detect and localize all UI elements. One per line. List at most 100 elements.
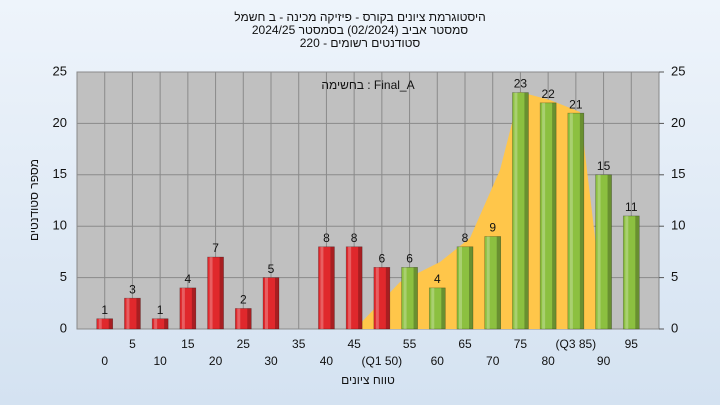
x-tick-label: 35 [292, 337, 306, 351]
value-label: 1 [101, 303, 108, 317]
bar-shade [469, 246, 473, 329]
bar-shade [358, 246, 363, 329]
x-tick-label: 30 [264, 354, 278, 368]
y-axis-label: מספר סטודנטים [27, 159, 41, 241]
bar-highlight [486, 236, 490, 329]
bar-highlight [431, 287, 435, 329]
y-tick-label: 10 [53, 218, 67, 233]
chart-subtitle: 220 - סטודנטים רשומים [300, 36, 421, 50]
x-tick-label: 60 [431, 354, 445, 368]
x-axis-label: טווח ציונים [341, 373, 395, 387]
bar-shade [191, 287, 196, 329]
chart-subtitle: 2024/25 סמסטר אביב (02/2024) בסמסטר [252, 23, 468, 37]
distribution-area [355, 92, 600, 329]
y2-tick-label: 25 [671, 63, 685, 78]
value-label: 22 [541, 87, 555, 101]
value-label: 9 [489, 221, 496, 235]
bar [456, 246, 474, 330]
value-label: 8 [323, 231, 330, 245]
value-label: 4 [434, 272, 441, 286]
bar-highlight [542, 102, 546, 329]
bar-highlight [209, 257, 213, 329]
bar-shade [247, 308, 252, 329]
bar [373, 267, 391, 330]
bar-highlight [320, 246, 324, 329]
bar-highlight [625, 215, 629, 329]
bar-shade [607, 174, 612, 329]
bar [567, 112, 585, 330]
bar-shade [635, 215, 640, 329]
y-tick-label: 15 [53, 166, 67, 181]
value-label: 7 [212, 241, 219, 255]
y2-tick-label: 20 [671, 115, 685, 130]
bar-highlight [181, 287, 185, 329]
bar-highlight [569, 113, 573, 330]
bar [401, 267, 418, 330]
x-tick-label: 5 [129, 337, 136, 351]
value-label: 6 [406, 251, 413, 265]
value-label: 23 [514, 77, 528, 91]
bar [262, 277, 280, 330]
x-tick-label: 45 [347, 337, 361, 351]
value-label: 2 [240, 293, 247, 307]
bar-shade [524, 92, 529, 329]
bar-shade [330, 246, 335, 329]
bar [151, 318, 169, 330]
bar-shade [219, 257, 224, 329]
value-label: 4 [185, 272, 192, 286]
bar-highlight [237, 308, 241, 329]
bar-shade [275, 277, 279, 329]
bar-shade [164, 318, 169, 329]
y-tick-label: 0 [60, 320, 67, 335]
bar-shade [496, 236, 501, 329]
bar [345, 246, 363, 330]
x-tick-label: (Q3 85) [556, 337, 597, 351]
x-tick-label: 0 [101, 354, 108, 368]
bar-highlight [514, 92, 518, 329]
value-label: 6 [379, 251, 386, 265]
value-label: 11 [625, 200, 638, 214]
x-tick-label: 65 [458, 337, 472, 351]
value-label: 3 [129, 282, 136, 296]
bar-highlight [597, 174, 601, 329]
x-tick-label: 90 [597, 354, 611, 368]
value-label: 8 [351, 231, 358, 245]
bar-highlight [459, 246, 462, 329]
value-label: 8 [462, 231, 469, 245]
bar [96, 318, 114, 330]
bar [539, 102, 557, 330]
bar-highlight [154, 318, 158, 329]
y2-tick-label: 15 [671, 166, 685, 181]
bar-shade [385, 267, 390, 329]
y2-tick-label: 0 [671, 320, 678, 335]
y2-tick-label: 10 [671, 218, 685, 233]
bar-shade [579, 113, 584, 330]
bar-shade [413, 267, 418, 329]
x-tick-label: 40 [320, 354, 334, 368]
bar-shade [136, 298, 141, 329]
bar-highlight [265, 277, 268, 329]
bar [234, 308, 252, 330]
bar-highlight [348, 246, 352, 329]
bar [622, 215, 640, 330]
bar [179, 287, 197, 330]
x-tick-label: 10 [153, 354, 167, 368]
bar [512, 92, 529, 330]
bar-highlight [126, 298, 130, 329]
value-label: 5 [268, 262, 275, 276]
annotation: בחשימה : Final_A [321, 78, 414, 92]
bar-shade [441, 287, 446, 329]
x-tick-label: 20 [209, 354, 223, 368]
x-tick-label: 55 [403, 337, 417, 351]
bar [428, 287, 446, 330]
bar [484, 236, 502, 330]
x-tick-label: 75 [514, 337, 528, 351]
bar-highlight [98, 318, 102, 329]
value-label: 21 [569, 97, 583, 111]
bar [124, 297, 141, 330]
x-tick-label: 15 [181, 337, 195, 351]
bar [595, 174, 612, 330]
x-tick-label: 70 [486, 354, 500, 368]
bar-shade [108, 318, 113, 329]
